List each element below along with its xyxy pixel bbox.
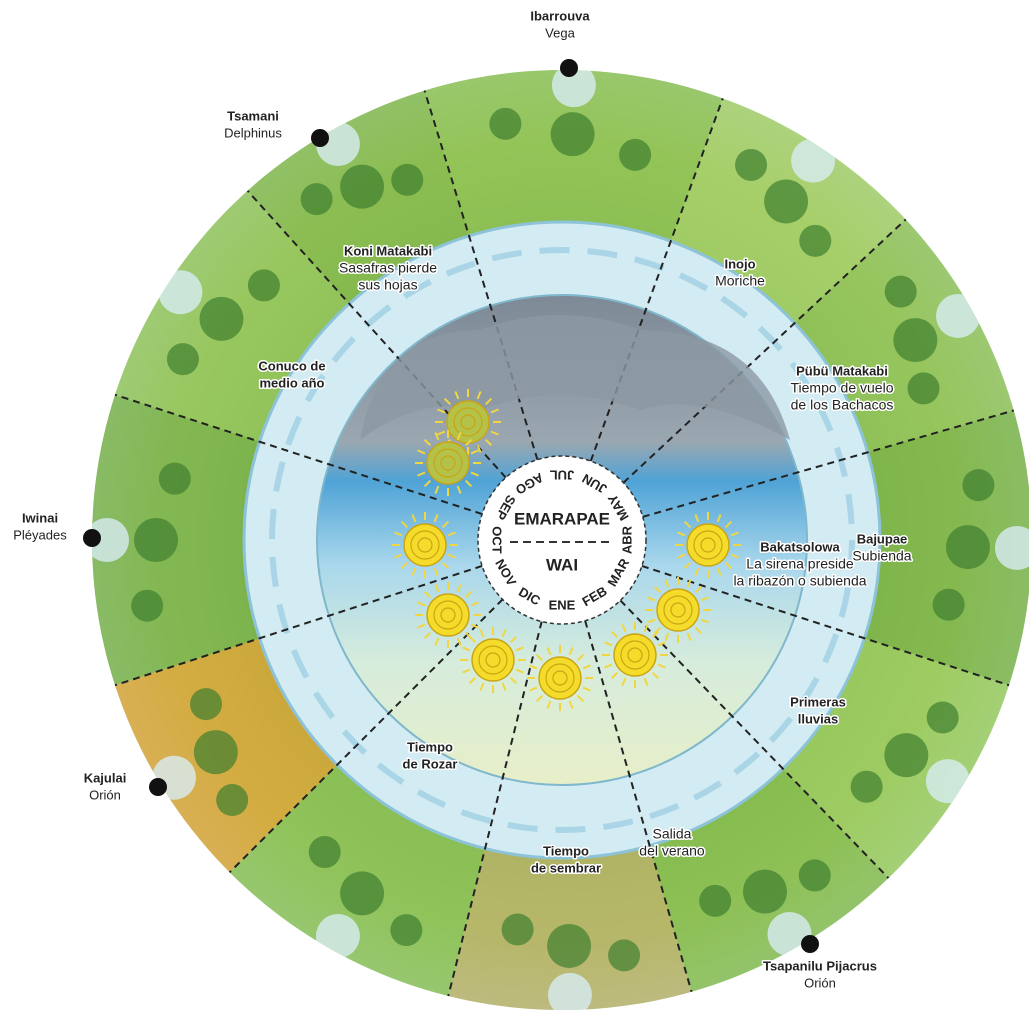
season-label: La sirena preside [746, 556, 854, 572]
sun [404, 524, 446, 566]
star-dot [83, 529, 101, 547]
season-label: Sasafras pierde [339, 260, 437, 276]
bush [908, 372, 940, 404]
season-label: la ribazón o subienda [733, 573, 866, 589]
bush [743, 870, 787, 914]
season-label: Inojo [724, 256, 755, 271]
bush [551, 112, 595, 156]
star-constellation: Orión [804, 975, 836, 990]
bush [390, 914, 422, 946]
season-label: medio año [259, 375, 324, 390]
season-label: Pübü Matakabi [796, 363, 888, 378]
season-label: de sembrar [531, 860, 601, 875]
bush [884, 733, 928, 777]
bush [159, 463, 191, 495]
bush [735, 149, 767, 181]
season-label: Moriche [715, 273, 765, 289]
star-name: Tsapanilu Pijacrus [763, 958, 877, 973]
season-label: Salida [653, 826, 692, 842]
month-label: ABR [619, 525, 634, 554]
season-label: Tiempo [543, 843, 589, 858]
star-name: Iwinai [22, 510, 58, 525]
season-label: Primeras [790, 694, 846, 709]
star-constellation: Orión [89, 787, 121, 802]
bush [799, 225, 831, 257]
sun [539, 657, 581, 699]
season-label: Bajupae [857, 531, 908, 546]
season-label: de los Bachacos [791, 397, 894, 413]
star-name: Kajulai [84, 770, 127, 785]
season-label: sus hojas [358, 277, 417, 293]
sun [614, 634, 656, 676]
bush [547, 924, 591, 968]
star-name: Ibarrouva [530, 8, 590, 23]
season-label: de Rozar [403, 756, 458, 771]
bush [851, 771, 883, 803]
bush [946, 525, 990, 569]
star-name: Tsamani [227, 108, 279, 123]
bush [167, 343, 199, 375]
month-label: ENE [549, 597, 576, 612]
star-constellation: Vega [545, 25, 575, 40]
season-label: lluvias [798, 711, 838, 726]
bush [893, 318, 937, 362]
bush [134, 518, 178, 562]
bush [608, 939, 640, 971]
bush [131, 590, 163, 622]
star-constellation: Delphinus [224, 125, 282, 140]
bush [885, 276, 917, 308]
season-label: Tiempo [407, 739, 453, 754]
sun [472, 639, 514, 681]
sky-patch [791, 139, 835, 183]
bush [340, 165, 384, 209]
bush [502, 913, 534, 945]
star-dot [311, 129, 329, 147]
season-label: Conuco de [258, 358, 325, 373]
bush [340, 871, 384, 915]
bush [190, 688, 222, 720]
sun [447, 401, 489, 443]
sky-patch [158, 270, 202, 314]
bush [489, 108, 521, 140]
season-label: Tiempo de vuelo [791, 380, 894, 396]
bush [194, 730, 238, 774]
sun [427, 594, 469, 636]
sun [427, 442, 469, 484]
calendar-wheel: EMARAPAE WAI ABRMARFEBENEDICNOVOCTSEPAGO… [0, 0, 1029, 1013]
season-label: Bakatsolowa [760, 539, 840, 554]
month-label: OCT [490, 526, 505, 554]
month-label: JUL [550, 468, 575, 483]
sky-patch [936, 294, 980, 338]
star-dot [801, 935, 819, 953]
season-label: Koni Matakabi [344, 243, 432, 258]
bush [619, 139, 651, 171]
bush [391, 164, 423, 196]
star-dot [560, 59, 578, 77]
bush [248, 269, 280, 301]
page: EMARAPAE WAI ABRMARFEBENEDICNOVOCTSEPAGO… [0, 0, 1029, 1013]
center-top: EMARAPAE [514, 509, 610, 528]
bush [309, 836, 341, 868]
sky-patch [316, 914, 360, 958]
bush [301, 183, 333, 215]
star-constellation: Pléyades [13, 527, 67, 542]
bush [933, 589, 965, 621]
star-dot [149, 778, 167, 796]
sky-patch [926, 759, 970, 803]
bush [199, 297, 243, 341]
bush [799, 859, 831, 891]
center-bottom: WAI [546, 555, 578, 574]
sun [687, 524, 729, 566]
bush [699, 885, 731, 917]
bush [927, 701, 959, 733]
sun [657, 589, 699, 631]
bush [764, 179, 808, 223]
season-label: Subienda [852, 548, 911, 564]
bush [962, 469, 994, 501]
bush [216, 784, 248, 816]
season-label: del verano [639, 843, 705, 859]
